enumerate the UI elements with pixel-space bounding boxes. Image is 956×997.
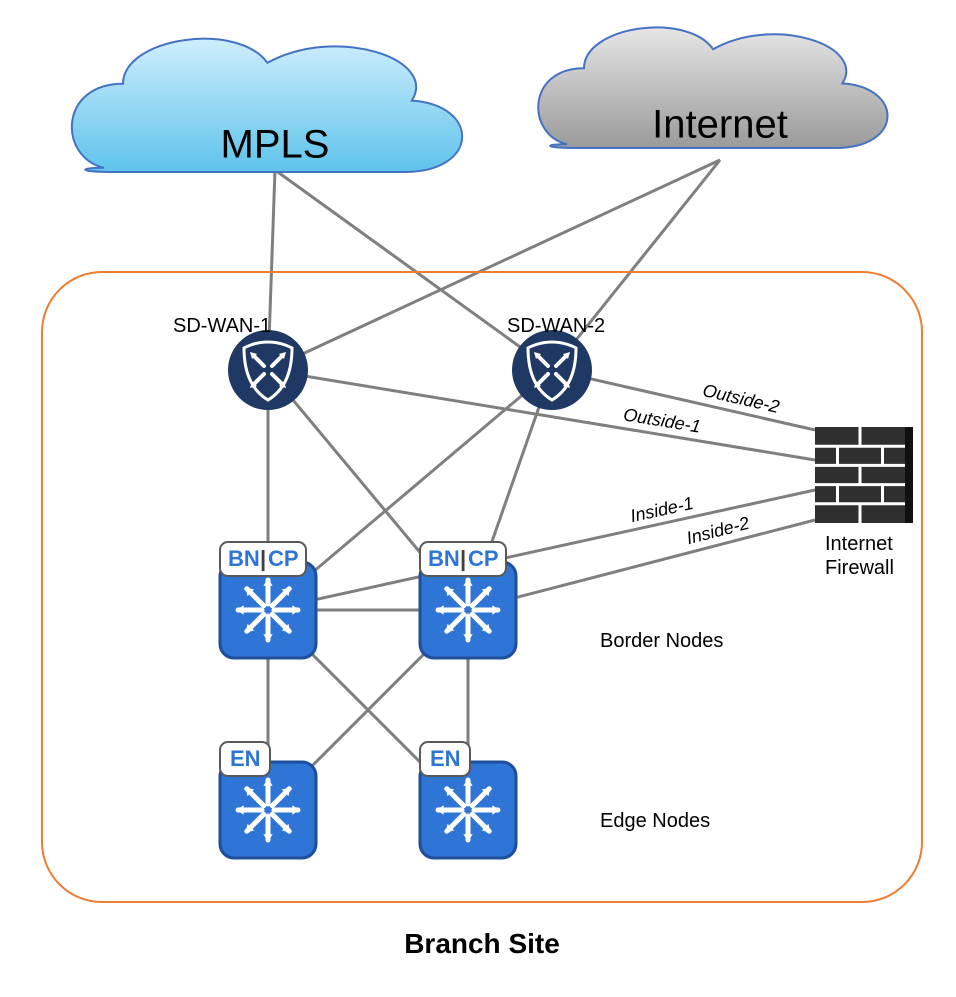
svg-text:|: | (460, 546, 466, 571)
network-diagram: BN|CPBN|CPENEN (0, 0, 956, 992)
svg-text:EN: EN (230, 746, 261, 771)
border-node-1: BN|CP (220, 542, 316, 658)
svg-text:CP: CP (468, 546, 499, 571)
border-nodes-label: Border Nodes (600, 630, 723, 653)
edge-nodes-label: Edge Nodes (600, 810, 710, 833)
sdwan-2-icon (512, 330, 592, 410)
firewall-icon (815, 427, 913, 523)
link (275, 170, 552, 370)
sdwan2-label: SD-WAN-2 (507, 315, 605, 338)
branch-site-title: Branch Site (404, 928, 560, 960)
internet-label: Internet (652, 103, 788, 148)
edge-node-1: EN (220, 742, 316, 858)
link (552, 160, 720, 370)
svg-text:EN: EN (430, 746, 461, 771)
firewall-label-2: Firewall (825, 557, 894, 580)
svg-text:BN: BN (428, 546, 460, 571)
svg-text:BN: BN (228, 546, 260, 571)
sdwan1-label: SD-WAN-1 (173, 315, 271, 338)
mpls-label: MPLS (221, 123, 330, 168)
edge-node-2: EN (420, 742, 516, 858)
link (268, 160, 720, 370)
link (468, 520, 815, 610)
border-node-2: BN|CP (420, 542, 516, 658)
svg-text:CP: CP (268, 546, 299, 571)
firewall-label-1: Internet (825, 533, 893, 556)
sdwan-1-icon (228, 330, 308, 410)
svg-text:|: | (260, 546, 266, 571)
